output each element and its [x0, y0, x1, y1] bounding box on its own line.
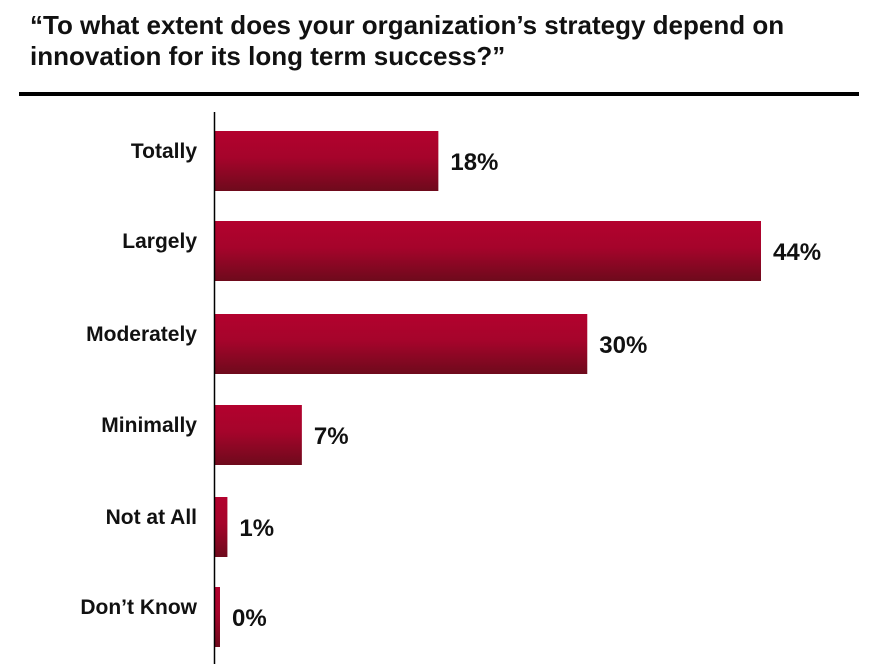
- value-label-don-t-know: 0%: [232, 605, 267, 632]
- value-label-minimally: 7%: [314, 423, 349, 450]
- bars-layer: [215, 131, 761, 647]
- value-label-not-at-all: 1%: [239, 515, 274, 542]
- title-divider: [19, 92, 859, 96]
- category-label-not-at-all: Not at All: [106, 506, 197, 529]
- bar-moderately: [215, 314, 588, 374]
- value-label-totally: 18%: [450, 149, 498, 176]
- bar-not-at-all: [215, 497, 228, 557]
- value-label-moderately: 30%: [599, 332, 647, 359]
- labels-layer: Totally 18% Largely 44% Moderately 30% Minimal…: [80, 140, 821, 632]
- value-label-largely: 44%: [773, 239, 821, 266]
- category-label-totally: Totally: [131, 140, 197, 163]
- bar-minimally: [215, 405, 302, 465]
- bar-totally: [215, 131, 439, 191]
- category-label-don-t-know: Don’t Know: [80, 596, 197, 619]
- category-label-largely: Largely: [122, 230, 197, 253]
- category-label-minimally: Minimally: [101, 414, 197, 437]
- bar-don-t-know: [215, 587, 220, 647]
- category-label-moderately: Moderately: [86, 323, 197, 346]
- chart-title: “To what extent does your organization’s…: [30, 10, 785, 71]
- bar-largely: [215, 221, 761, 281]
